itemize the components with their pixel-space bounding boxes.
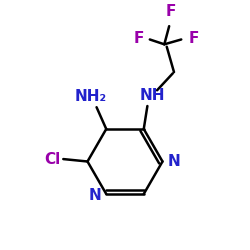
Text: NH: NH (140, 88, 165, 103)
Text: N: N (88, 188, 101, 203)
Text: F: F (134, 31, 144, 46)
Text: F: F (188, 31, 199, 46)
Text: F: F (165, 4, 175, 19)
Text: Cl: Cl (44, 152, 61, 166)
Text: N: N (168, 154, 180, 169)
Text: NH₂: NH₂ (74, 89, 106, 104)
